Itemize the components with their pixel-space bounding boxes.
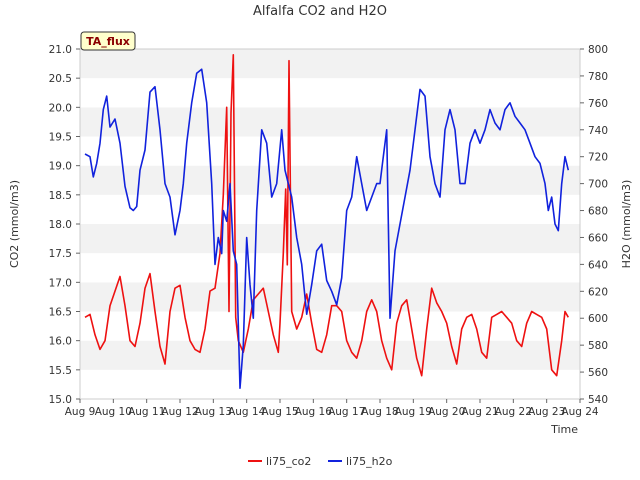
y-right-tick-label: 660 bbox=[588, 232, 608, 244]
grid-band bbox=[80, 224, 580, 254]
x-tick-label: Aug 22 bbox=[495, 406, 532, 418]
annotation-box: TA_flux bbox=[80, 31, 136, 51]
grid-band bbox=[80, 136, 580, 166]
grid-bands bbox=[80, 49, 580, 399]
y-left-tick-label: 15.0 bbox=[49, 394, 72, 406]
x-tick-label: Aug 18 bbox=[361, 406, 398, 418]
x-tick-label: Aug 19 bbox=[395, 406, 432, 418]
x-tick-label: Aug 20 bbox=[428, 406, 465, 418]
x-axis-label: Time bbox=[550, 423, 578, 436]
y-left-tick-label: 18.0 bbox=[49, 219, 72, 231]
y-right-tick-label: 600 bbox=[588, 313, 608, 325]
y-left-tick-label: 17.5 bbox=[49, 248, 72, 260]
x-tick-label: Aug 16 bbox=[295, 406, 333, 418]
grid-band bbox=[80, 165, 580, 195]
series-line-li75_co2 bbox=[84, 53, 569, 377]
series-line-li75_h2o bbox=[84, 68, 570, 390]
y-left-tick-label: 18.5 bbox=[49, 190, 72, 202]
y-left-tick-label: 17.0 bbox=[49, 277, 72, 289]
annotation-label: TA_flux bbox=[86, 35, 130, 48]
x-tick-label: Aug 10 bbox=[95, 406, 132, 418]
x-tick-label: Aug 21 bbox=[461, 406, 498, 418]
legend-label-co2: li75_co2 bbox=[266, 455, 311, 468]
y-right-tick-label: 720 bbox=[588, 152, 608, 164]
y-left-tick-label: 16.5 bbox=[49, 307, 72, 319]
x-tick-label: Aug 11 bbox=[128, 406, 165, 418]
y-left-tick-label: 20.5 bbox=[49, 73, 72, 85]
y-right-tick-label: 540 bbox=[588, 394, 608, 406]
y-axis-left-label: CO2 (mmol/m3) bbox=[8, 180, 21, 268]
y-right-tick-label: 700 bbox=[588, 179, 608, 191]
x-tick-label: Aug 24 bbox=[561, 406, 599, 418]
y-right-tick-label: 620 bbox=[588, 286, 608, 298]
legend: li75_co2 li75_h2o bbox=[248, 455, 393, 468]
grid-band bbox=[80, 369, 580, 399]
y-left-tick-label: 21.0 bbox=[49, 44, 72, 56]
grid-band bbox=[80, 49, 580, 79]
y-left-tick-label: 16.0 bbox=[49, 336, 72, 348]
y-right-tick-label: 640 bbox=[588, 259, 608, 271]
legend-label-h2o: li75_h2o bbox=[346, 455, 393, 468]
grid-band bbox=[80, 194, 580, 224]
y-right-tick-label: 780 bbox=[588, 71, 608, 83]
y-left-tick-label: 15.5 bbox=[49, 365, 72, 377]
x-tick-label: Aug 17 bbox=[328, 406, 365, 418]
chart-title: Alfalfa CO2 and H2O bbox=[253, 4, 387, 19]
grid-band bbox=[80, 107, 580, 137]
grid-band bbox=[80, 340, 580, 370]
y-right-tick-label: 760 bbox=[588, 98, 608, 110]
x-tick-label: Aug 13 bbox=[195, 406, 232, 418]
y-right-tick-label: 740 bbox=[588, 125, 608, 137]
y-axis-right-label: H2O (mmol/m3) bbox=[620, 180, 633, 269]
x-tick-label: Aug 14 bbox=[228, 406, 266, 418]
y-right-tick-label: 580 bbox=[588, 340, 608, 352]
grid-band bbox=[80, 253, 580, 283]
y-axis-right: 540 560 580 600 620 640 660 680 700 720 740 760 780 8… bbox=[580, 44, 608, 406]
y-right-tick-label: 560 bbox=[588, 367, 608, 379]
y-left-tick-label: 20.0 bbox=[49, 102, 72, 114]
y-left-tick-label: 19.5 bbox=[49, 132, 72, 144]
series-layer bbox=[84, 53, 570, 390]
x-tick-label: Aug 12 bbox=[161, 406, 198, 418]
grid-band bbox=[80, 78, 580, 108]
y-right-tick-label: 800 bbox=[588, 44, 608, 56]
x-tick-label: Aug 9 bbox=[65, 406, 96, 418]
y-axis-left: 15.0 15.5 16.0 16.5 17.0 17.5 18.0 18.5 19.0 19.5… bbox=[49, 44, 80, 406]
x-tick-label: Aug 23 bbox=[528, 406, 565, 418]
y-right-tick-label: 680 bbox=[588, 206, 608, 218]
y-left-tick-label: 19.0 bbox=[49, 161, 72, 173]
x-tick-label: Aug 15 bbox=[261, 406, 298, 418]
